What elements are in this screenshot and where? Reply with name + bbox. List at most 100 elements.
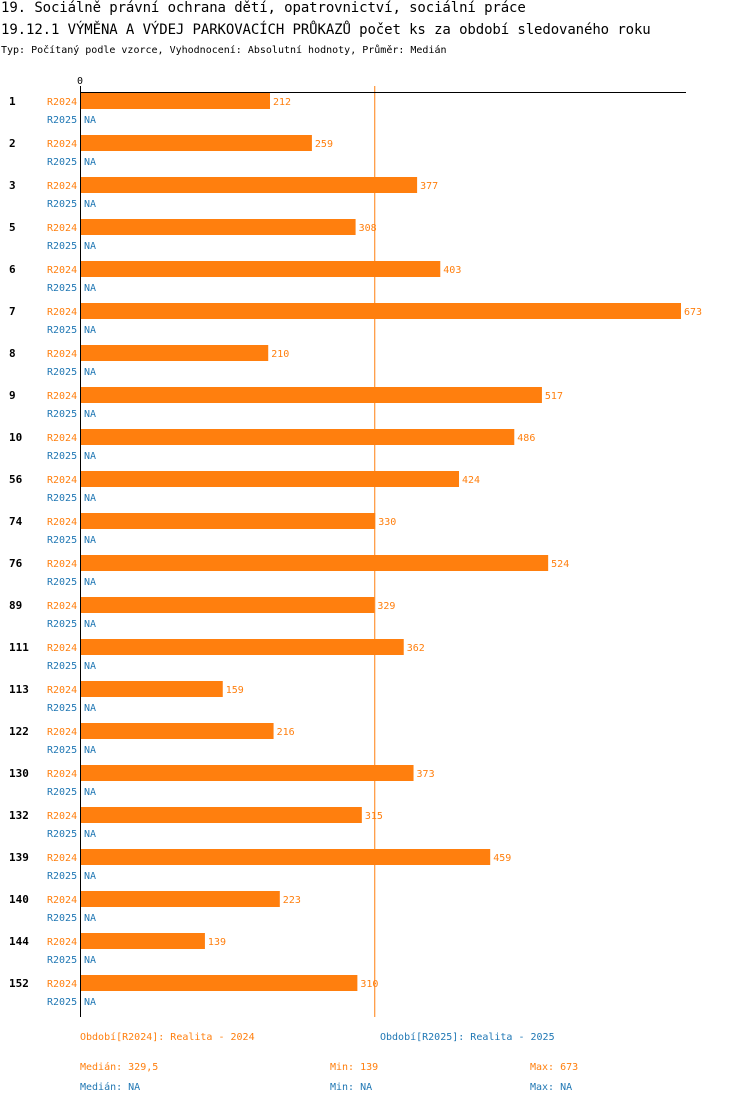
data-label-r2025: NA bbox=[84, 703, 96, 714]
series-label-r2024: R2024 bbox=[47, 601, 77, 612]
series-label-r2024: R2024 bbox=[47, 391, 77, 402]
category-label: 122 bbox=[9, 725, 29, 738]
data-label-r2025: NA bbox=[84, 325, 96, 336]
series-label-r2024: R2024 bbox=[47, 559, 77, 570]
data-label-r2024: 159 bbox=[226, 685, 244, 696]
bar-r2024 bbox=[81, 177, 418, 193]
data-label-r2025: NA bbox=[84, 241, 96, 252]
chart-subtitle: Typ: Počítaný podle vzorce, Vyhodnocení:… bbox=[1, 45, 447, 56]
data-label-r2024: 362 bbox=[407, 643, 425, 654]
series-label-r2025: R2025 bbox=[47, 787, 77, 798]
series-label-r2024: R2024 bbox=[47, 853, 77, 864]
data-label-r2024: 330 bbox=[378, 517, 396, 528]
bar-r2024 bbox=[81, 471, 460, 487]
category-label: 144 bbox=[9, 935, 29, 948]
data-label-r2024: 377 bbox=[420, 181, 438, 192]
category-label: 76 bbox=[9, 557, 23, 570]
series-label-r2025: R2025 bbox=[47, 997, 77, 1008]
data-label-r2024: 223 bbox=[283, 895, 301, 906]
category-label: 89 bbox=[9, 599, 22, 612]
series-label-r2025: R2025 bbox=[47, 577, 77, 588]
category-label: 139 bbox=[9, 851, 29, 864]
bar-r2024 bbox=[81, 555, 549, 571]
series-label-r2025: R2025 bbox=[47, 535, 77, 546]
data-label-r2024: 486 bbox=[517, 433, 535, 444]
series-label-r2025: R2025 bbox=[47, 115, 77, 126]
data-label-r2024: 403 bbox=[443, 265, 461, 276]
stat-min-r2025: Min: NA bbox=[330, 1082, 373, 1093]
series-label-r2025: R2025 bbox=[47, 283, 77, 294]
data-label-r2024: 315 bbox=[365, 811, 383, 822]
series-label-r2024: R2024 bbox=[47, 979, 77, 990]
series-label-r2025: R2025 bbox=[47, 661, 77, 672]
bar-r2024 bbox=[81, 513, 376, 529]
legend-r2024: Období[R2024]: Realita - 2024 bbox=[80, 1032, 255, 1043]
category-label: 56 bbox=[9, 473, 23, 486]
data-label-r2025: NA bbox=[84, 955, 96, 966]
legend-r2025: Období[R2025]: Realita - 2025 bbox=[380, 1032, 555, 1043]
series-label-r2024: R2024 bbox=[47, 643, 77, 654]
chart-title: 19.12.1 VÝMĚNA A VÝDEJ PARKOVACÍCH PRŮKA… bbox=[1, 22, 651, 38]
bar-r2024 bbox=[81, 765, 414, 781]
series-label-r2024: R2024 bbox=[47, 769, 77, 780]
bar-r2024 bbox=[81, 387, 542, 403]
stat-min-r2024: Min: 139 bbox=[330, 1062, 379, 1073]
category-label: 3 bbox=[9, 179, 16, 192]
data-label-r2024: 524 bbox=[551, 559, 569, 570]
series-label-r2024: R2024 bbox=[47, 727, 77, 738]
series-label-r2025: R2025 bbox=[47, 829, 77, 840]
series-label-r2025: R2025 bbox=[47, 955, 77, 966]
data-label-r2025: NA bbox=[84, 997, 96, 1008]
series-label-r2024: R2024 bbox=[47, 433, 77, 444]
data-label-r2024: 308 bbox=[359, 223, 377, 234]
data-label-r2025: NA bbox=[84, 157, 96, 168]
bar-r2024 bbox=[81, 345, 269, 361]
data-label-r2024: 424 bbox=[462, 475, 480, 486]
data-label-r2025: NA bbox=[84, 451, 96, 462]
series-label-r2025: R2025 bbox=[47, 619, 77, 630]
series-label-r2024: R2024 bbox=[47, 223, 77, 234]
category-label: 5 bbox=[9, 221, 16, 234]
data-label-r2024: 212 bbox=[273, 97, 291, 108]
data-label-r2025: NA bbox=[84, 493, 96, 504]
data-label-r2025: NA bbox=[84, 829, 96, 840]
chart-section-title: 19. Sociálně právní ochrana dětí, opatro… bbox=[1, 0, 526, 16]
data-label-r2025: NA bbox=[84, 409, 96, 420]
series-label-r2024: R2024 bbox=[47, 811, 77, 822]
bar-r2024 bbox=[81, 429, 515, 445]
bar-r2024 bbox=[81, 639, 404, 655]
category-label: 132 bbox=[9, 809, 29, 822]
category-label: 111 bbox=[9, 641, 29, 654]
data-label-r2025: NA bbox=[84, 619, 96, 630]
series-label-r2024: R2024 bbox=[47, 139, 77, 150]
x-tick-label: 0 bbox=[77, 76, 83, 87]
category-label: 6 bbox=[9, 263, 16, 276]
series-label-r2024: R2024 bbox=[47, 265, 77, 276]
bar-r2024 bbox=[81, 219, 356, 235]
category-label: 152 bbox=[9, 977, 29, 990]
bar-r2024 bbox=[81, 933, 205, 949]
stat-median-r2024: Medián: 329,5 bbox=[80, 1062, 159, 1073]
data-label-r2025: NA bbox=[84, 913, 96, 924]
series-label-r2025: R2025 bbox=[47, 241, 77, 252]
series-label-r2025: R2025 bbox=[47, 367, 77, 378]
bar-r2024 bbox=[81, 723, 274, 739]
series-label-r2025: R2025 bbox=[47, 409, 77, 420]
series-label-r2024: R2024 bbox=[47, 937, 77, 948]
category-label: 74 bbox=[9, 515, 23, 528]
data-label-r2024: 517 bbox=[545, 391, 563, 402]
series-label-r2025: R2025 bbox=[47, 199, 77, 210]
data-label-r2024: 373 bbox=[417, 769, 435, 780]
data-label-r2024: 139 bbox=[208, 937, 226, 948]
category-label: 140 bbox=[9, 893, 29, 906]
category-label: 2 bbox=[9, 137, 16, 150]
data-label-r2025: NA bbox=[84, 787, 96, 798]
bar-r2024 bbox=[81, 975, 358, 991]
data-label-r2025: NA bbox=[84, 871, 96, 882]
data-label-r2025: NA bbox=[84, 535, 96, 546]
data-label-r2025: NA bbox=[84, 283, 96, 294]
series-label-r2025: R2025 bbox=[47, 325, 77, 336]
stat-median-r2025: Medián: NA bbox=[80, 1082, 141, 1093]
stat-max-r2025: Max: NA bbox=[530, 1082, 573, 1093]
series-label-r2024: R2024 bbox=[47, 475, 77, 486]
